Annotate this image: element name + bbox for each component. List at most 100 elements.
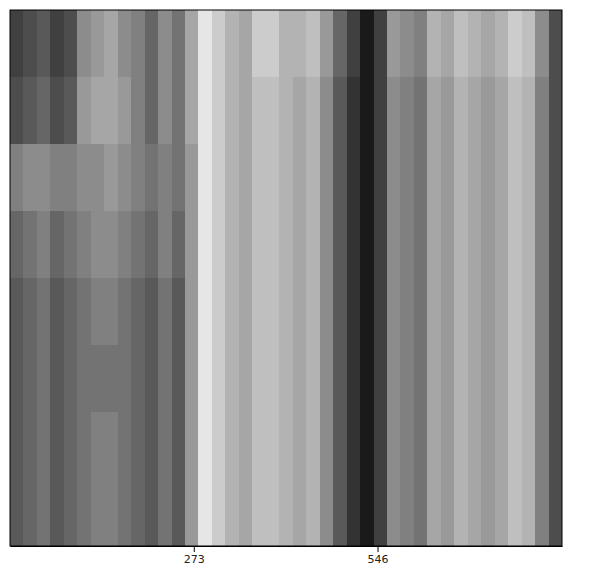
heatmap-cell	[454, 479, 468, 546]
heatmap-cell	[10, 211, 24, 279]
heatmap-cell	[131, 211, 145, 279]
heatmap-cell	[400, 278, 414, 346]
heatmap-cell	[481, 10, 495, 78]
heatmap-cell	[77, 412, 91, 480]
heatmap-cell	[481, 278, 495, 346]
x-tick-label: 546	[368, 553, 389, 566]
heatmap-cell	[225, 278, 239, 346]
heatmap-cell	[158, 144, 172, 212]
heatmap-cell	[266, 412, 280, 480]
heatmap-cell	[549, 479, 562, 546]
heatmap-cell	[104, 412, 118, 480]
heatmap-cell	[306, 144, 320, 212]
heatmap-cell	[495, 77, 509, 145]
heatmap-cell	[347, 345, 361, 413]
heatmap-cell	[306, 278, 320, 346]
heatmap-cell	[400, 144, 414, 212]
heatmap-cell	[239, 412, 253, 480]
heatmap-cell	[198, 77, 212, 145]
heatmap-cell	[414, 479, 428, 546]
heatmap-cell	[454, 412, 468, 480]
heatmap-cell	[37, 479, 51, 546]
heatmap-cell	[414, 10, 428, 78]
heatmap-cell	[427, 144, 441, 212]
heatmap-cell	[50, 10, 64, 78]
heatmap-cell	[454, 10, 468, 78]
heatmap-cell	[198, 479, 212, 546]
heatmap-cell	[158, 412, 172, 480]
heatmap-cell	[10, 10, 24, 78]
heatmap-cell	[374, 77, 388, 145]
heatmap-cell	[91, 211, 105, 279]
heatmap-cell	[239, 77, 253, 145]
heatmap-cell	[279, 144, 293, 212]
heatmap-cell	[185, 144, 199, 212]
heatmap-cell	[495, 278, 509, 346]
heatmap-cell	[535, 278, 549, 346]
heatmap-cell	[427, 211, 441, 279]
heatmap-cell	[549, 278, 562, 346]
heatmap-cell	[104, 144, 118, 212]
plot-frame	[10, 10, 562, 546]
heatmap-cell	[427, 77, 441, 145]
heatmap-cell	[347, 77, 361, 145]
heatmap-cell	[23, 10, 37, 78]
heatmap-cell	[400, 77, 414, 145]
heatmap-cell	[279, 345, 293, 413]
heatmap-cell	[23, 144, 37, 212]
heatmap-cell	[495, 479, 509, 546]
heatmap-cell	[374, 10, 388, 78]
heatmap-cell	[481, 77, 495, 145]
heatmap-cell	[145, 479, 159, 546]
heatmap-cell	[77, 10, 91, 78]
heatmap-cell	[23, 479, 37, 546]
heatmap-cell	[481, 144, 495, 212]
heatmap-cell	[441, 144, 455, 212]
heatmap-cell	[535, 479, 549, 546]
heatmap-cell	[333, 211, 347, 279]
chart: 273546	[0, 0, 593, 577]
heatmap-cell	[37, 345, 51, 413]
heatmap-cell	[522, 10, 536, 78]
heatmap-cell	[279, 77, 293, 145]
heatmap-cell	[212, 278, 226, 346]
heatmap-cell	[481, 479, 495, 546]
heatmap-cell	[91, 479, 105, 546]
heatmap-cell	[522, 479, 536, 546]
heatmap-cell	[508, 278, 522, 346]
heatmap-cell	[77, 345, 91, 413]
heatmap-cell	[252, 211, 266, 279]
heatmap-cell	[158, 10, 172, 78]
heatmap-cell	[360, 412, 374, 480]
heatmap-cell	[454, 144, 468, 212]
heatmap-cell	[549, 412, 562, 480]
heatmap-cell	[454, 345, 468, 413]
heatmap-cell	[400, 211, 414, 279]
heatmap-cell	[91, 345, 105, 413]
cells	[10, 10, 562, 546]
heatmap-cell	[131, 278, 145, 346]
heatmap-cell	[64, 345, 78, 413]
heatmap-cell	[104, 77, 118, 145]
heatmap-cell	[185, 278, 199, 346]
heatmap-cell	[387, 345, 401, 413]
heatmap-cell	[495, 211, 509, 279]
heatmap-cell	[239, 278, 253, 346]
heatmap-cell	[360, 345, 374, 413]
heatmap-cell	[535, 77, 549, 145]
heatmap-cell	[118, 479, 132, 546]
heatmap-cell	[522, 77, 536, 145]
heatmap-cell	[10, 77, 24, 145]
heatmap-cell	[266, 345, 280, 413]
heatmap-cell	[252, 77, 266, 145]
heatmap-cell	[535, 211, 549, 279]
heatmap-cell	[293, 479, 307, 546]
heatmap-cell	[158, 278, 172, 346]
heatmap-cell	[347, 10, 361, 78]
heatmap-cell	[468, 479, 482, 546]
heatmap-cell	[198, 144, 212, 212]
heatmap-cell	[508, 144, 522, 212]
heatmap-cell	[37, 412, 51, 480]
heatmap-cell	[508, 412, 522, 480]
heatmap-cell	[64, 412, 78, 480]
